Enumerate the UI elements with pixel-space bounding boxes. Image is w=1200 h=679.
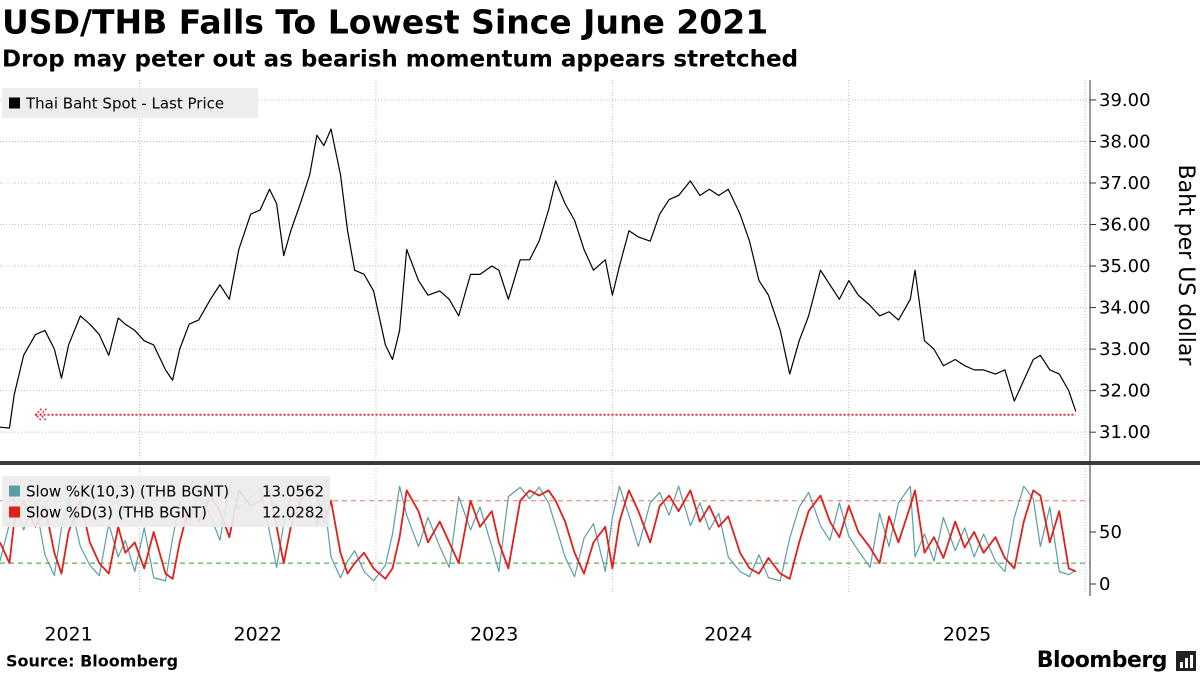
brand-icon-bar xyxy=(1190,655,1193,668)
y-tick-label: 32.00 xyxy=(1099,381,1151,402)
legend-box xyxy=(2,88,258,118)
legend-label: Thai Baht Spot - Last Price xyxy=(25,95,224,113)
legend-last-value: 12.0282 xyxy=(262,504,324,522)
series-line xyxy=(0,485,1077,582)
y-tick-label: 50 xyxy=(1099,522,1122,543)
marks-layer xyxy=(0,128,1077,582)
x-tick-label: 2024 xyxy=(704,624,752,646)
brand: Bloomberg xyxy=(1037,648,1167,673)
legend-last-value: 13.0562 xyxy=(262,483,324,501)
low-marker-arrow xyxy=(34,408,42,422)
brand-icon-bar xyxy=(1185,658,1188,668)
legend-swatch xyxy=(9,97,20,109)
brand-icon-bar xyxy=(1180,662,1183,668)
legend-swatch xyxy=(9,485,20,497)
series-line xyxy=(0,128,1077,429)
chart-title: USD/THB Falls To Lowest Since June 2021 xyxy=(2,3,768,42)
y-tick-label: 33.00 xyxy=(1099,339,1151,360)
panel-separator xyxy=(0,461,1200,465)
y-tick-label: 38.00 xyxy=(1099,131,1151,152)
y-tick-label: 31.00 xyxy=(1099,422,1151,443)
legend-box xyxy=(2,476,330,527)
y-axis-title: Baht per US dollar xyxy=(1173,165,1198,367)
text-layer: 31.00 32.00 33.00 34.00 35.00 36.00 37.00 38.00… xyxy=(2,88,1198,646)
legend-label: Slow %D(3) (THB BGNT) xyxy=(26,504,207,522)
y-tick-label: 37.00 xyxy=(1099,173,1151,194)
series-line xyxy=(0,489,1077,580)
legend-swatch xyxy=(9,506,20,518)
y-tick-label: 36.00 xyxy=(1099,215,1151,236)
y-tick-label: 39.00 xyxy=(1099,90,1151,111)
y-tick-label: 35.00 xyxy=(1099,256,1151,277)
source-note: Source: Bloomberg xyxy=(6,652,178,671)
x-tick-label: 2023 xyxy=(470,624,518,646)
chart-subtitle: Drop may peter out as bearish momentum a… xyxy=(2,47,798,73)
x-tick-label: 2021 xyxy=(44,624,92,646)
low-marker-arrow xyxy=(39,408,47,422)
legend-label: Slow %K(10,3) (THB BGNT) xyxy=(26,483,229,501)
x-tick-label: 2022 xyxy=(234,624,282,646)
x-tick-label: 2025 xyxy=(943,624,991,646)
y-tick-label: 34.00 xyxy=(1099,298,1151,319)
y-tick-label: 0 xyxy=(1099,574,1110,595)
